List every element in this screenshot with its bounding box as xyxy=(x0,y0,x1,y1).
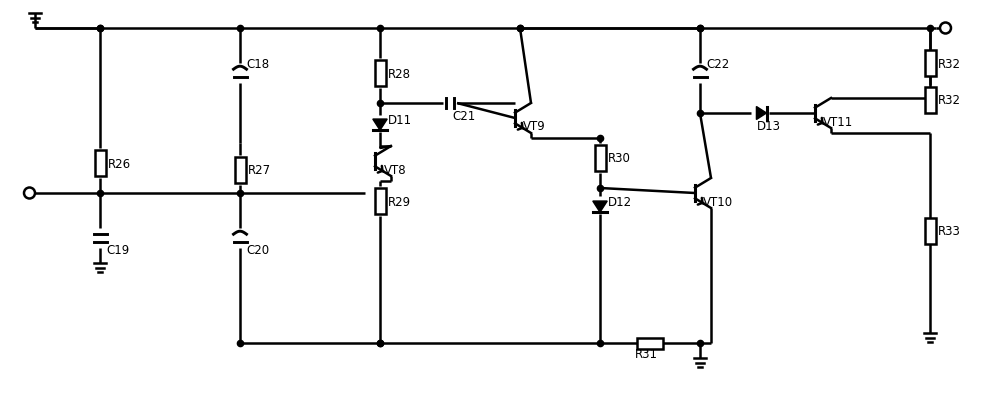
Text: C22: C22 xyxy=(706,57,729,70)
Text: R30: R30 xyxy=(608,152,631,165)
Text: C19: C19 xyxy=(106,244,129,257)
Text: R31: R31 xyxy=(635,348,658,361)
Bar xyxy=(375,61,386,87)
Text: VT8: VT8 xyxy=(384,163,407,176)
Text: R32: R32 xyxy=(938,94,961,107)
Bar xyxy=(235,158,246,183)
Text: D12: D12 xyxy=(608,196,632,209)
Polygon shape xyxy=(373,120,387,131)
Circle shape xyxy=(940,24,951,34)
Text: R32: R32 xyxy=(938,57,961,70)
Text: R29: R29 xyxy=(388,195,411,208)
Bar xyxy=(924,51,936,77)
Bar xyxy=(594,146,606,171)
Bar xyxy=(924,88,936,114)
Bar xyxy=(637,338,663,349)
Text: R26: R26 xyxy=(108,157,131,170)
Text: C18: C18 xyxy=(246,57,269,70)
Circle shape xyxy=(24,188,35,199)
Text: VT10: VT10 xyxy=(703,195,733,208)
Text: VT9: VT9 xyxy=(523,120,546,133)
Text: R28: R28 xyxy=(388,67,411,80)
Polygon shape xyxy=(756,107,767,120)
Text: C21: C21 xyxy=(452,109,475,122)
Text: D11: D11 xyxy=(388,114,412,127)
Bar xyxy=(924,218,936,244)
Text: D13: D13 xyxy=(757,119,781,132)
Text: C20: C20 xyxy=(246,244,269,257)
Bar xyxy=(375,189,386,214)
Text: R33: R33 xyxy=(938,224,961,237)
Text: R27: R27 xyxy=(248,164,271,177)
Text: VT11: VT11 xyxy=(823,115,853,128)
Polygon shape xyxy=(593,202,607,213)
Bar xyxy=(95,151,106,177)
